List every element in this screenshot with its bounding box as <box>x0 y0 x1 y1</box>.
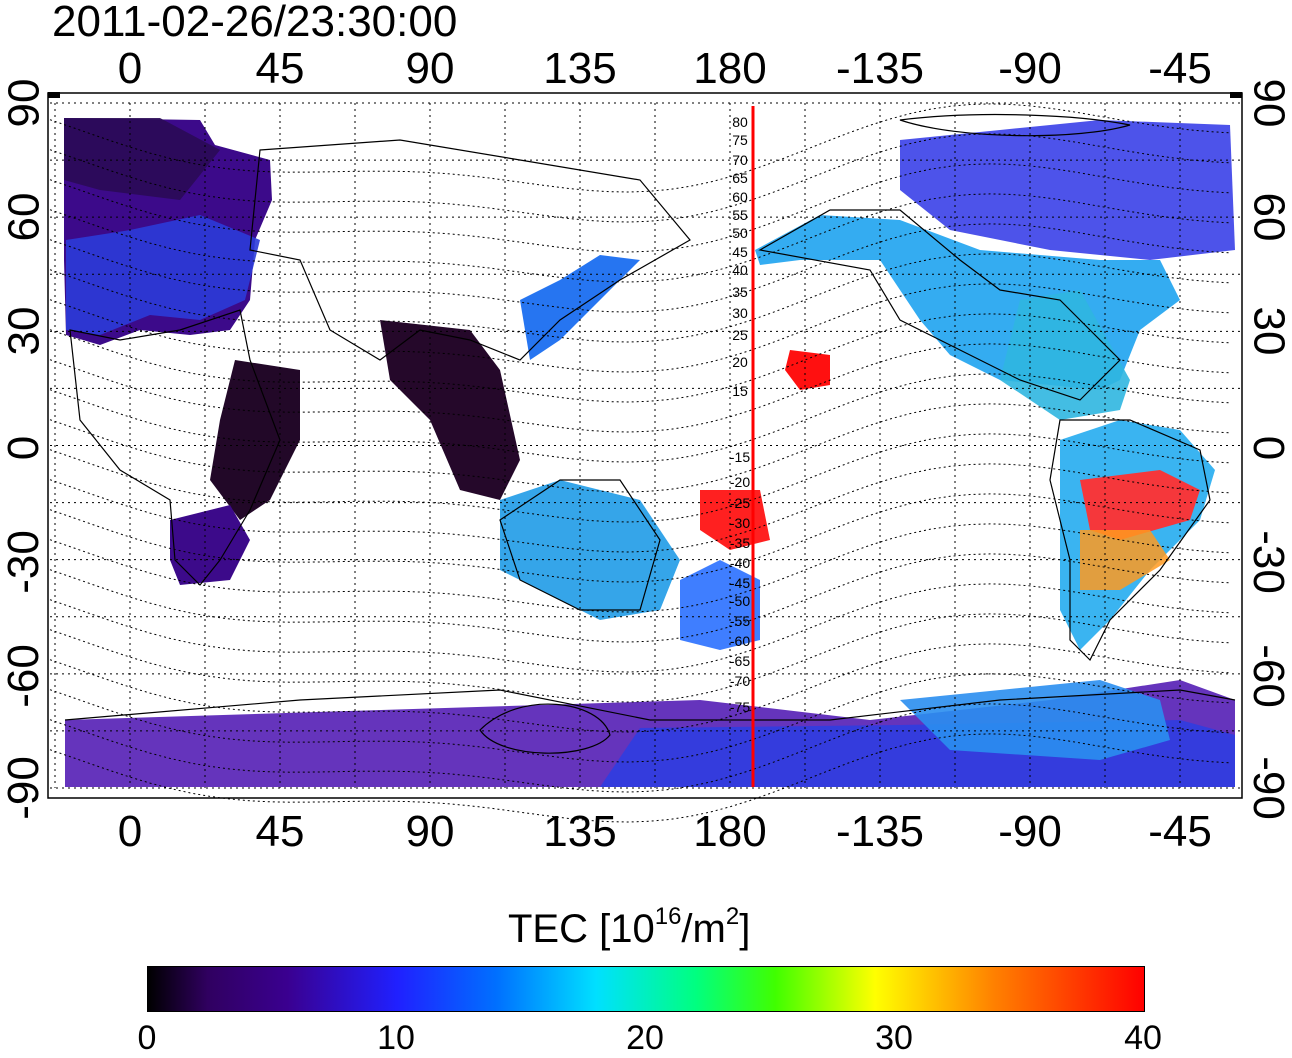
contour-label: -60 <box>730 633 750 649</box>
contour-label: 15 <box>732 383 748 399</box>
left-tick-label: -60 <box>0 644 48 708</box>
graticule <box>50 102 1240 789</box>
contour-label: -20 <box>730 474 750 490</box>
right-tick-label: -60 <box>1243 644 1292 708</box>
bottom-tick-label: 45 <box>255 807 305 856</box>
contour-label: 20 <box>732 354 748 370</box>
colorbar <box>147 966 1145 1012</box>
tec-region <box>900 120 1235 260</box>
right-tick-label: 90 <box>1243 78 1292 128</box>
top-tick-label: -90 <box>998 44 1062 93</box>
tec-region <box>785 350 830 390</box>
contour-label: -25 <box>730 495 750 511</box>
left-tick-label: 90 <box>0 78 48 128</box>
tec-region <box>380 320 520 500</box>
contour-label: 60 <box>732 189 748 205</box>
contour-label: 70 <box>732 152 748 168</box>
tec-region <box>170 505 250 585</box>
colorbar-tick-label: 20 <box>626 1019 664 1057</box>
contour-label: -70 <box>730 673 750 689</box>
colorbar-title: TEC [1016/m2] <box>508 903 751 952</box>
top-tick-label: -135 <box>835 44 925 93</box>
left-tick-label: -30 <box>0 530 48 594</box>
colorbar-tick-label: 10 <box>377 1019 415 1057</box>
right-tick-label: 0 <box>1244 435 1292 461</box>
top-tick-label: 0 <box>117 44 143 93</box>
contour-labels: 80 75 70 65 60 55 50 45 40 35 30 25 20 15 -15 -20 -25 -30… <box>730 114 750 715</box>
top-tick-label: 180 <box>693 44 767 93</box>
bottom-tick-label: 90 <box>405 807 455 856</box>
contour-label: -15 <box>730 449 750 465</box>
left-tick-label: 60 <box>0 192 48 242</box>
contour-label: -45 <box>730 575 750 591</box>
left-tick-label: 30 <box>0 306 48 356</box>
right-tick-label: -90 <box>1243 756 1292 820</box>
timestamp: 2011-02-26/23:30:00 <box>52 0 458 46</box>
contour-label: 55 <box>732 207 748 223</box>
contour-label: 35 <box>732 284 748 300</box>
left-tick-label: 0 <box>0 435 49 461</box>
right-tick-label: 30 <box>1243 306 1292 356</box>
right-tick-label: 60 <box>1243 192 1292 242</box>
contour-label: -65 <box>730 653 750 669</box>
right-tick-label: -30 <box>1243 530 1292 594</box>
contour-label: 30 <box>732 305 748 321</box>
top-tick-label: -45 <box>1148 44 1212 93</box>
bottom-tick-label: 0 <box>117 807 143 856</box>
bottom-tick-label: -45 <box>1148 807 1212 856</box>
top-tick-label: 45 <box>255 44 305 93</box>
contour-label: -40 <box>730 555 750 571</box>
contour-label: 45 <box>732 244 748 260</box>
contour-label: 50 <box>732 225 748 241</box>
contour-label: -50 <box>730 593 750 609</box>
left-tick-label: -90 <box>0 756 48 820</box>
colorbar-tick-label: 30 <box>875 1019 913 1057</box>
bottom-tick-label: 180 <box>693 807 767 856</box>
coastlines <box>64 113 1236 754</box>
contour-label: -75 <box>730 699 750 715</box>
colorbar-tick-label: 40 <box>1124 1019 1162 1057</box>
contour-label: -30 <box>730 515 750 531</box>
bottom-tick-label: 135 <box>543 807 617 856</box>
top-tick-label: 135 <box>543 44 617 93</box>
contour-label: -55 <box>730 613 750 629</box>
contour-label: 80 <box>732 114 748 130</box>
tec-region <box>500 480 680 620</box>
tec-region <box>1000 290 1130 420</box>
contour-label: 75 <box>732 132 748 148</box>
bottom-tick-label: -90 <box>998 807 1062 856</box>
contour-label: 25 <box>732 327 748 343</box>
tec-region <box>210 360 300 520</box>
tec-region <box>900 680 1170 760</box>
tec-region <box>66 215 260 335</box>
contour-label: 65 <box>732 170 748 186</box>
top-tick-label: 90 <box>405 44 455 93</box>
contour-label: 40 <box>732 262 748 278</box>
colorbar-tick-label: 0 <box>137 1019 157 1057</box>
tec-region <box>680 560 760 650</box>
contour-label: -35 <box>730 535 750 551</box>
tec-region <box>1080 470 1200 540</box>
bottom-tick-label: -135 <box>835 807 925 856</box>
